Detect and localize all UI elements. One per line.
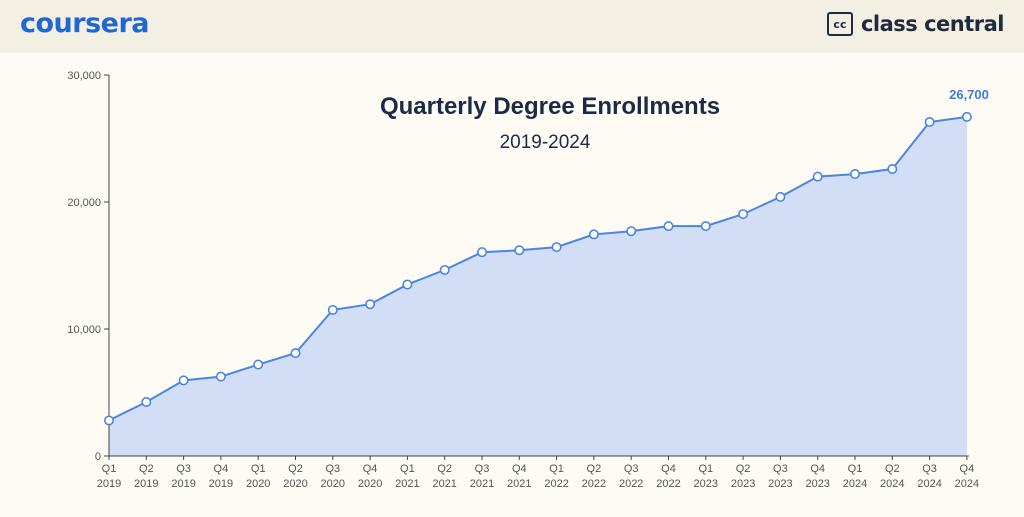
x-tick-year: 2021 (432, 478, 456, 490)
data-point-7 (327, 304, 338, 315)
y-tick-label: 20,000 (67, 197, 101, 209)
class-central-logo-text: class central (860, 12, 1005, 36)
x-tick-year: 2021 (507, 478, 531, 490)
x-tick-quarter: Q1 (549, 463, 564, 475)
last-value-label: 26,700 (949, 87, 989, 102)
x-tick-quarter: Q2 (139, 463, 154, 475)
x-tick-year: 2019 (134, 478, 158, 490)
x-tick-quarter: Q1 (848, 463, 863, 475)
data-point-15 (626, 226, 637, 237)
data-point-21 (849, 169, 860, 180)
chart-area: 0 10,000 20,000 30,000 Q1 2019 Q2 2019 Q3 2019 Q4… (0, 53, 1024, 512)
data-point-2 (141, 397, 152, 408)
x-tick-year: 2024 (955, 478, 979, 490)
x-tick-quarter: Q3 (773, 463, 788, 475)
x-tick-quarter: Q4 (214, 463, 229, 475)
class-central-badge-icon: cc (826, 12, 853, 36)
data-point-23 (924, 116, 935, 127)
data-point-6 (290, 348, 301, 359)
x-tick-year: 2024 (917, 478, 941, 490)
x-tick-year: 2024 (880, 478, 904, 490)
x-tick-quarter: Q3 (922, 463, 937, 475)
data-point-8 (365, 299, 376, 310)
x-tick-year: 2023 (731, 478, 755, 490)
data-point-13 (551, 242, 562, 253)
data-point-5 (253, 359, 264, 370)
data-point-1 (104, 415, 115, 426)
enrollment-chart: 0 10,000 20,000 30,000 Q1 2019 Q2 2019 Q3 2019 Q4… (67, 70, 989, 490)
x-tick-quarter: Q4 (512, 463, 527, 475)
x-tick-quarter: Q3 (325, 463, 340, 475)
data-point-19 (775, 191, 786, 202)
x-tick-quarter: Q1 (251, 463, 266, 475)
x-tick-quarter: Q4 (363, 463, 378, 475)
x-tick-year: 2021 (395, 478, 419, 490)
x-tick-year: 2020 (283, 478, 307, 490)
data-point-17 (700, 221, 711, 232)
data-point-18 (738, 209, 749, 220)
header-bar: coursera cc class central (0, 0, 1024, 53)
area-fill (109, 116, 967, 457)
x-tick-year: 2022 (656, 478, 680, 490)
x-tick-year: 2021 (470, 478, 494, 490)
data-point-4 (215, 371, 226, 382)
x-tick-year: 2019 (97, 478, 121, 490)
x-tick-quarter: Q2 (885, 463, 900, 475)
class-central-logo: cc class central (826, 12, 1005, 36)
x-tick-year: 2023 (768, 478, 792, 490)
x-tick-year: 2019 (209, 478, 233, 490)
data-point-3 (178, 375, 189, 386)
series-line (108, 115, 968, 422)
x-tick-quarter: Q2 (736, 463, 751, 475)
x-tick-year: 2020 (358, 478, 382, 490)
data-point-24 (961, 111, 972, 122)
x-tick-year: 2022 (544, 478, 568, 490)
x-tick-year: 2023 (805, 478, 829, 490)
x-tick-quarter: Q4 (810, 463, 825, 475)
x-tick-year: 2022 (582, 478, 606, 490)
x-tick-quarter: Q3 (475, 463, 490, 475)
y-tick-label: 30,000 (67, 70, 101, 82)
x-tick-quarter: Q3 (176, 463, 191, 475)
x-tick-quarter: Q1 (698, 463, 713, 475)
x-tick-quarter: Q1 (102, 463, 117, 475)
x-tick-year: 2019 (171, 478, 195, 490)
x-tick-quarter: Q1 (400, 463, 415, 475)
x-tick-quarter: Q4 (661, 463, 676, 475)
data-point-20 (812, 171, 823, 182)
x-tick-year: 2020 (321, 478, 345, 490)
data-point-9 (402, 279, 413, 290)
x-tick-year: 2023 (694, 478, 718, 490)
chart-subtitle: 2019-2024 (500, 132, 591, 153)
x-tick-quarter: Q2 (587, 463, 602, 475)
coursera-logo: coursera (20, 8, 150, 39)
data-point-16 (663, 221, 674, 232)
x-tick-quarter: Q4 (960, 463, 975, 475)
x-tick-quarter: Q2 (437, 463, 452, 475)
data-point-12 (514, 245, 525, 256)
x-tick-year: 2024 (843, 478, 867, 490)
y-tick-label: 0 (95, 451, 101, 463)
data-point-10 (439, 264, 450, 275)
x-tick-quarter: Q2 (288, 463, 303, 475)
x-tick-year: 2022 (619, 478, 643, 490)
y-tick-label: 10,000 (67, 324, 101, 336)
data-point-22 (887, 163, 898, 174)
x-tick-quarter: Q3 (624, 463, 639, 475)
x-tick-year: 2020 (246, 478, 270, 490)
data-point-14 (588, 229, 599, 240)
chart-title: Quarterly Degree Enrollments (380, 93, 720, 120)
data-point-11 (476, 247, 487, 258)
